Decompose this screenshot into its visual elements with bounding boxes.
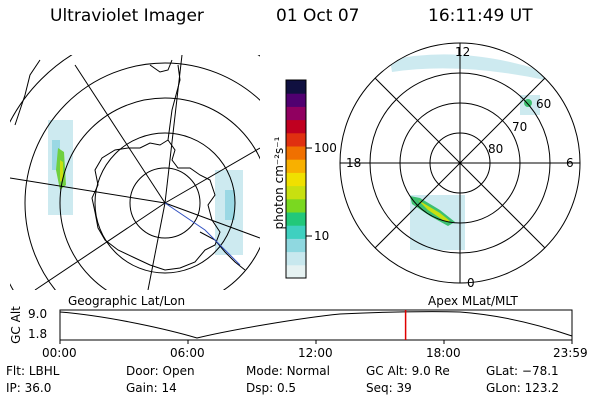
colorbar-segment	[286, 80, 306, 94]
info-seq: Seq: 39	[366, 381, 412, 395]
orbit-track	[164, 202, 241, 266]
mlt-label-18: 18	[346, 156, 362, 170]
meridians	[10, 55, 260, 290]
mlat-label-80: 80	[488, 142, 504, 156]
colorbar-segment	[286, 238, 306, 253]
colorbar-segment	[286, 159, 306, 173]
colorbar-frame	[285, 79, 307, 279]
colorbar-tick-10: 10	[314, 229, 330, 243]
colorbar-segment	[286, 106, 306, 121]
colorbar-segment	[286, 264, 306, 279]
info-glat: GLat: −78.1	[486, 364, 559, 378]
mlt-label-6: 6	[566, 156, 574, 170]
altitude-timeline	[59, 309, 573, 344]
mlat-label-60: 60	[536, 97, 552, 111]
colorbar-segment	[286, 198, 306, 213]
timeline-xtick-1800: 18:00	[426, 346, 461, 360]
timeline-xtick-0000: 00:00	[42, 346, 77, 360]
info-flt: Flt: LBHL	[6, 364, 60, 378]
colorbar-segment	[286, 132, 306, 147]
instrument-title: Ultraviolet Imager	[50, 6, 204, 26]
apex-map-caption: Apex MLat/MLT	[428, 294, 518, 308]
timeline-xtick-1200: 12:00	[298, 346, 333, 360]
mlat-label-70: 70	[512, 120, 528, 134]
info-door: Door: Open	[126, 364, 195, 378]
info-gc-alt: GC Alt: 9.0 Re	[366, 364, 450, 378]
timeline-xtick-0600: 06:00	[170, 346, 205, 360]
timeline-ytick-bottom: 1.8	[28, 327, 48, 341]
colorbar-segment	[286, 251, 306, 266]
time-label: 16:11:49 UT	[428, 6, 533, 26]
apex-map	[339, 42, 581, 284]
geographic-map-caption: Geographic Lat/Lon	[68, 294, 186, 308]
timeline-ylabel: GC Alt	[9, 306, 23, 344]
altitude-curve	[59, 311, 573, 339]
info-dsp: Dsp: 0.5	[246, 381, 297, 395]
info-gain: Gain: 14	[126, 381, 177, 395]
date-label: 01 Oct 07	[276, 6, 360, 26]
colorbar-segment	[286, 212, 306, 226]
colorbar-segment	[286, 93, 306, 107]
coastline	[91, 139, 221, 271]
colorbar-segment	[286, 185, 306, 200]
timeline-ytick-top: 9.0	[28, 307, 48, 321]
latitude-circles	[10, 55, 260, 290]
geographic-map	[10, 55, 260, 290]
colorbar	[286, 80, 306, 279]
mlt-label-0: 0	[467, 276, 475, 290]
aurora-emission-right	[390, 54, 545, 250]
colorbar-segment	[286, 172, 306, 187]
info-glon: GLon: 123.2	[486, 381, 559, 395]
aurora-emission-left	[48, 120, 243, 255]
colorbar-segment	[286, 146, 306, 160]
info-ip: IP: 36.0	[6, 381, 52, 395]
timeline-xtick-2359: 23:59	[553, 346, 588, 360]
mlt-label-12: 12	[455, 45, 471, 59]
info-mode: Mode: Normal	[246, 364, 330, 378]
colorbar-tick-100: 100	[314, 141, 337, 155]
colorbar-segment	[286, 119, 306, 134]
colorbar-unit-label: photon cm⁻²s⁻¹	[272, 136, 286, 230]
colorbar-segment	[286, 225, 306, 239]
